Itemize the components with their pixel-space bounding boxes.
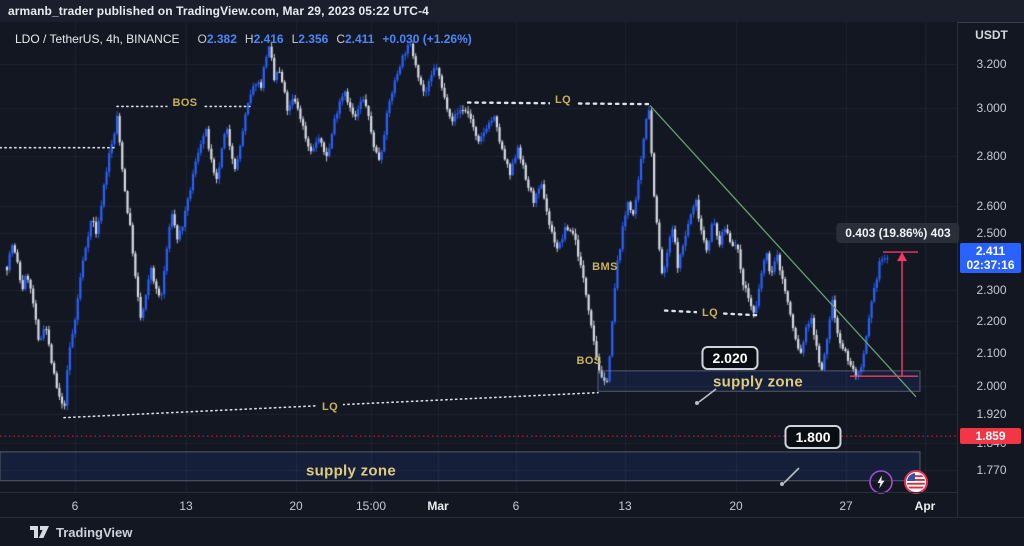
price-callout-2020-pointer [698,388,717,403]
price-tick-2.300: 2.300 [976,283,1007,298]
supply-zone-lower[interactable] [0,451,921,482]
symbol-title[interactable]: LDO / TetherUS, 4h, BINANCE [15,32,180,46]
bar-countdown: 02:37:16 [966,258,1015,273]
measure-arrow-head [897,252,907,262]
price-tick-2.100: 2.100 [976,345,1007,360]
price-axis[interactable]: USDT 3.200 3.000 2.800 2.600 2.500 2.300 2.200… [957,22,1024,517]
us-flag-icon[interactable] [903,469,929,495]
measure-tool-label[interactable]: 0.403 (19.86%) 403 [836,223,960,243]
price-axis-currency: USDT [975,28,1008,42]
price-tick-3.000: 3.000 [976,101,1007,116]
open-label: O [197,32,207,46]
time-tick-6: 6 [512,499,520,513]
lq-label-top[interactable]: LQ [549,94,577,106]
change-value: +0.030 (+1.26%) [382,32,472,46]
price-tick-3.200: 3.200 [976,57,1007,71]
close-value: 2.411 [344,32,375,46]
price-tick-2.600: 2.600 [976,199,1007,214]
supply-zone-label-upper[interactable]: supply zone [713,373,803,391]
time-tick-20: 20 [289,499,303,513]
drawings-overlay[interactable] [0,22,957,492]
price-callout-2020[interactable]: 2.020 [701,346,759,370]
symbol-legend[interactable]: LDO / TetherUS, 4h, BINANCE O2.382 H2.416 L… [15,32,472,46]
price-callout-2020-anchor-dot [695,401,699,405]
candlestick-canvas[interactable] [0,22,957,492]
time-tick-27: 27 [839,499,853,513]
alert-price-value: 1.859 [975,429,1006,444]
low-value: 2.356 [298,32,329,46]
price-tick-2.500: 2.500 [976,226,1007,241]
lq-line-bottom[interactable] [63,391,599,419]
high-label: H [244,32,254,46]
bms-label[interactable]: BMS [592,261,618,273]
time-tick-20: 20 [729,499,743,513]
boost-lightning-icon[interactable] [868,469,894,495]
supply-zone-label-lower[interactable]: supply zone [306,462,396,480]
publish-banner-text: armanb_trader published on TradingView.c… [8,4,429,18]
lq-label-mid[interactable]: LQ [696,307,724,319]
tradingview-logo-text[interactable]: TradingView [56,525,133,540]
time-tick-13: 13 [618,499,632,513]
price-tick-1.920: 1.920 [976,407,1007,422]
time-tick-Apr: Apr [914,499,936,513]
last-price-badge: 2.411 02:37:16 [960,243,1021,274]
low-label: L [291,32,299,46]
time-tick-15:00: 15:00 [355,499,387,513]
lq-label-bottom[interactable]: LQ [316,401,344,413]
bos-label-low[interactable]: BOS [576,355,602,367]
publish-banner: armanb_trader published on TradingView.c… [0,0,1024,23]
open-value: 2.382 [206,32,237,46]
time-tick-6: 6 [71,499,79,513]
price-callout-1800[interactable]: 1.800 [784,425,842,449]
price-tick-1.770: 1.770 [976,462,1007,477]
close-label: C [336,32,345,46]
chart-plot-area[interactable]: LDO / TetherUS, 4h, BINANCE O2.382 H2.416 L… [0,22,960,495]
high-value: 2.416 [253,32,284,46]
alert-price-badge: 1.859 [960,428,1021,445]
price-callout-1800-anchor-dot [780,482,784,486]
descending-trendline[interactable] [649,105,917,398]
tradingview-logo-icon[interactable] [30,525,50,540]
bos-label-top[interactable]: BOS [167,97,203,109]
time-tick-13: 13 [179,499,193,513]
price-tick-2.000: 2.000 [976,379,1007,394]
time-axis[interactable]: 6 13 20 15:00 Mar 6 13 20 27 Apr [0,492,957,518]
last-price-value: 2.411 [975,244,1006,259]
price-callout-1800-pointer [783,467,800,484]
price-tick-2.200: 2.200 [976,313,1007,328]
price-tick-2.800: 2.800 [976,148,1007,163]
footer-bar: TradingView [0,517,1024,546]
supply-zone-upper[interactable] [597,370,921,392]
time-tick-Mar: Mar [427,499,449,513]
